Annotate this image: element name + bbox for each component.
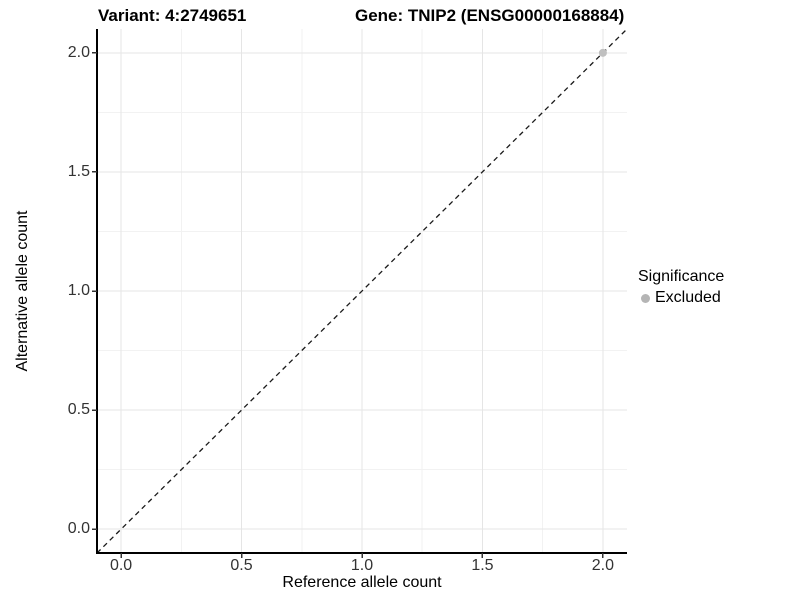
- y-tick-label: 0.0: [67, 520, 90, 538]
- plot-title-variant: Variant: 4:2749651: [98, 6, 247, 25]
- legend-item-label: Excluded: [655, 289, 721, 306]
- legend-key-dot-icon: [641, 293, 650, 303]
- y-tick-label: 1.0: [67, 282, 90, 299]
- identity-dashed-line: [96, 28, 628, 554]
- plot-title-gene: Gene: TNIP2 (ENSG00000168884): [355, 6, 625, 25]
- x-tick-label: 1.0: [350, 557, 374, 574]
- data-points: [598, 48, 607, 57]
- identity-line: [96, 28, 628, 554]
- y-tick-label: 2.0: [67, 43, 90, 61]
- y-tick-label: 0.5: [67, 401, 90, 419]
- x-tick-label: 1.5: [471, 557, 494, 574]
- x-tick-label: 0.5: [230, 557, 253, 574]
- x-tick-label: 2.0: [591, 557, 615, 574]
- legend-item-excluded: Excluded: [638, 289, 724, 307]
- legend: Significance Excluded: [638, 268, 724, 307]
- y-tick-label: 1.5: [67, 162, 90, 180]
- tick-marks: [92, 52, 604, 558]
- x-tick-label: 0.0: [109, 557, 133, 574]
- x-axis-title: Reference allele count: [282, 574, 442, 591]
- legend-title: Significance: [638, 268, 725, 285]
- data-point: [598, 48, 607, 57]
- y-axis-title: Alternative allele count: [14, 210, 31, 372]
